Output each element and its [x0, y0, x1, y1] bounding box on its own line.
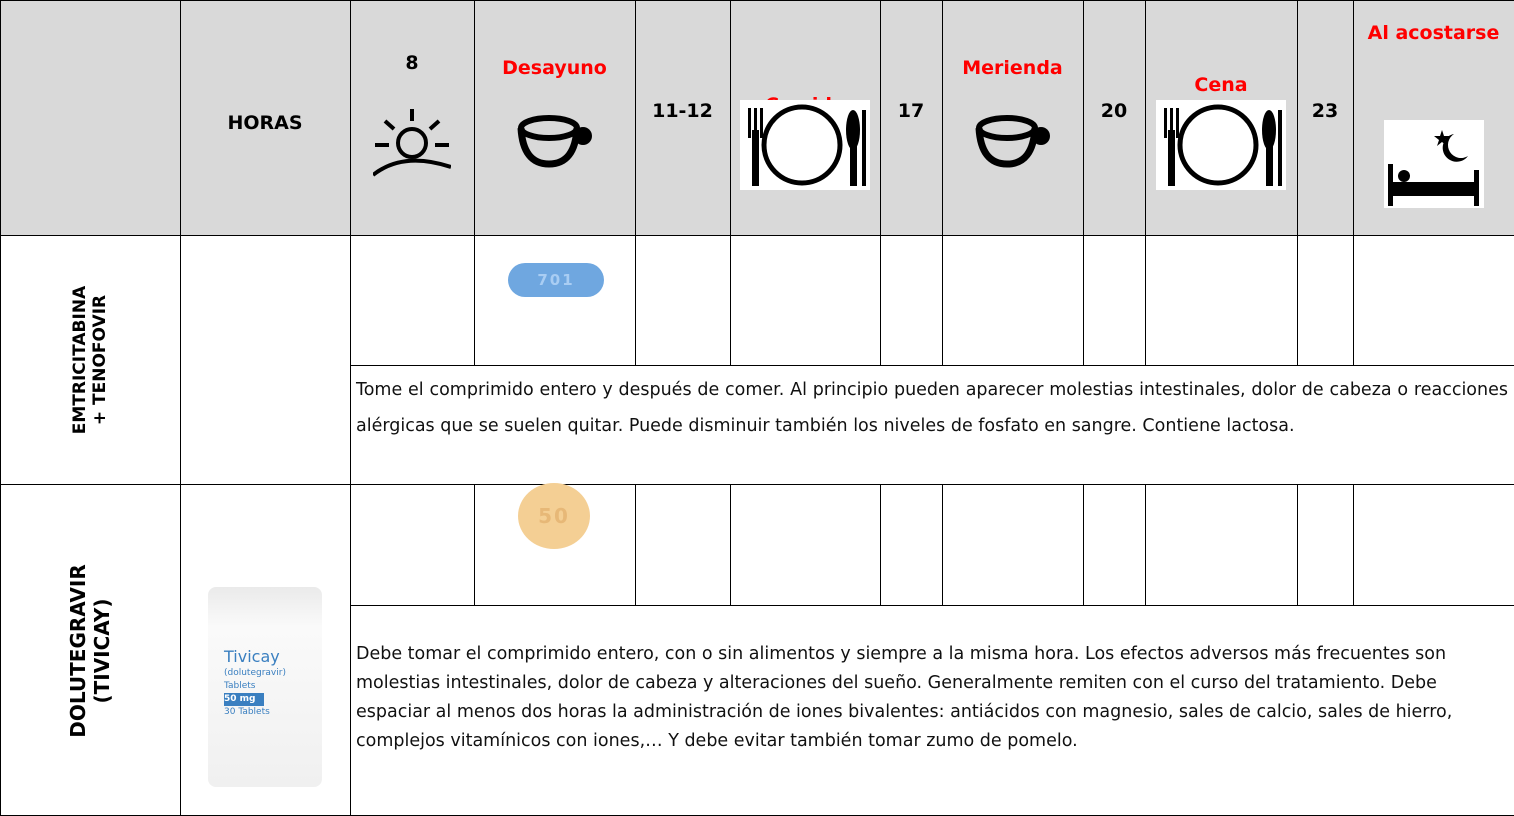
col-line [730, 0, 731, 235]
bottle-text: Tivicay [224, 647, 280, 666]
row-line [0, 484, 1514, 485]
note: Tome el comprimido entero y después de c… [356, 380, 1508, 436]
icon-cup [515, 110, 595, 174]
drug-name-line: EMTRICITABINA [70, 285, 90, 435]
cell-line [1353, 235, 1354, 365]
cell-line [1145, 235, 1146, 365]
column-label: 8 [405, 52, 419, 74]
icon-sun [371, 105, 452, 187]
cell-line [350, 235, 351, 485]
cell-line [730, 485, 731, 605]
column-label: Al acostarse [1367, 22, 1500, 44]
icon-bed [1383, 120, 1484, 212]
col-line [1353, 0, 1354, 235]
bottle: Tivicay (dolutegravir) Tablets 50 mg 30 Tabl… [208, 587, 322, 787]
horas-label: HORAS [227, 112, 303, 134]
bottle-text: Tablets [224, 681, 256, 691]
pill: 701 [508, 263, 604, 297]
cell-line [1297, 485, 1298, 605]
drug-name-line: + TENOFOVIR [90, 294, 110, 426]
cell-line [1353, 485, 1354, 605]
cell-line [1297, 235, 1298, 365]
column-label: Cena [1194, 74, 1248, 96]
column-label: 11-12 [652, 100, 713, 122]
cell-line [1083, 235, 1084, 365]
icon-cup [973, 110, 1053, 174]
col-line [1297, 0, 1298, 235]
bottle-text: (dolutegravir) [224, 668, 286, 678]
bottle-label: Tivicay (dolutegravir) Tablets 50 mg 30 Tabl… [224, 647, 312, 757]
cell-line [1083, 485, 1084, 605]
bottle-text: 50 mg [224, 693, 264, 706]
cell-line [635, 485, 636, 605]
cell-line [880, 235, 881, 365]
col-line [635, 0, 636, 235]
note: Debe tomar el comprimido entero, con o s… [356, 644, 1453, 751]
column-label: 17 [897, 100, 925, 122]
cell-line [942, 485, 943, 605]
row-line [350, 365, 1514, 366]
icon-plate [1156, 100, 1286, 194]
cell-line [635, 235, 636, 365]
column-label: Merienda [962, 57, 1063, 79]
cell-line [350, 485, 351, 816]
col-line [1145, 0, 1146, 235]
cell-line [880, 485, 881, 605]
col-line [880, 0, 881, 235]
column-label: 23 [1311, 100, 1339, 122]
col-line [350, 0, 351, 235]
row-line [0, 0, 1514, 1]
cell-line [474, 235, 475, 365]
column-label: Desayuno [502, 57, 607, 79]
bottle-text: 30 Tablets [224, 707, 270, 717]
col-line [942, 0, 943, 235]
cell-line [474, 485, 475, 605]
drug-name: EMTRICITABINA + TENOFOVIR [60, 210, 120, 510]
row-line [350, 605, 1514, 606]
cell-line [730, 235, 731, 365]
pill: 50 [518, 483, 590, 549]
col-line [180, 0, 181, 816]
row-line [0, 235, 1514, 236]
cell-line [942, 235, 943, 365]
drug-name-line: DOLUTEGRAVIR [66, 563, 90, 738]
column-label: 20 [1100, 100, 1128, 122]
col-line [0, 0, 1, 816]
cell-line [1145, 485, 1146, 605]
drug-name-line: (TIVICAY) [90, 598, 114, 704]
drug-name: DOLUTEGRAVIR (TIVICAY) [60, 501, 120, 801]
col-line [474, 0, 475, 235]
icon-plate [740, 100, 870, 194]
col-line [1083, 0, 1084, 235]
